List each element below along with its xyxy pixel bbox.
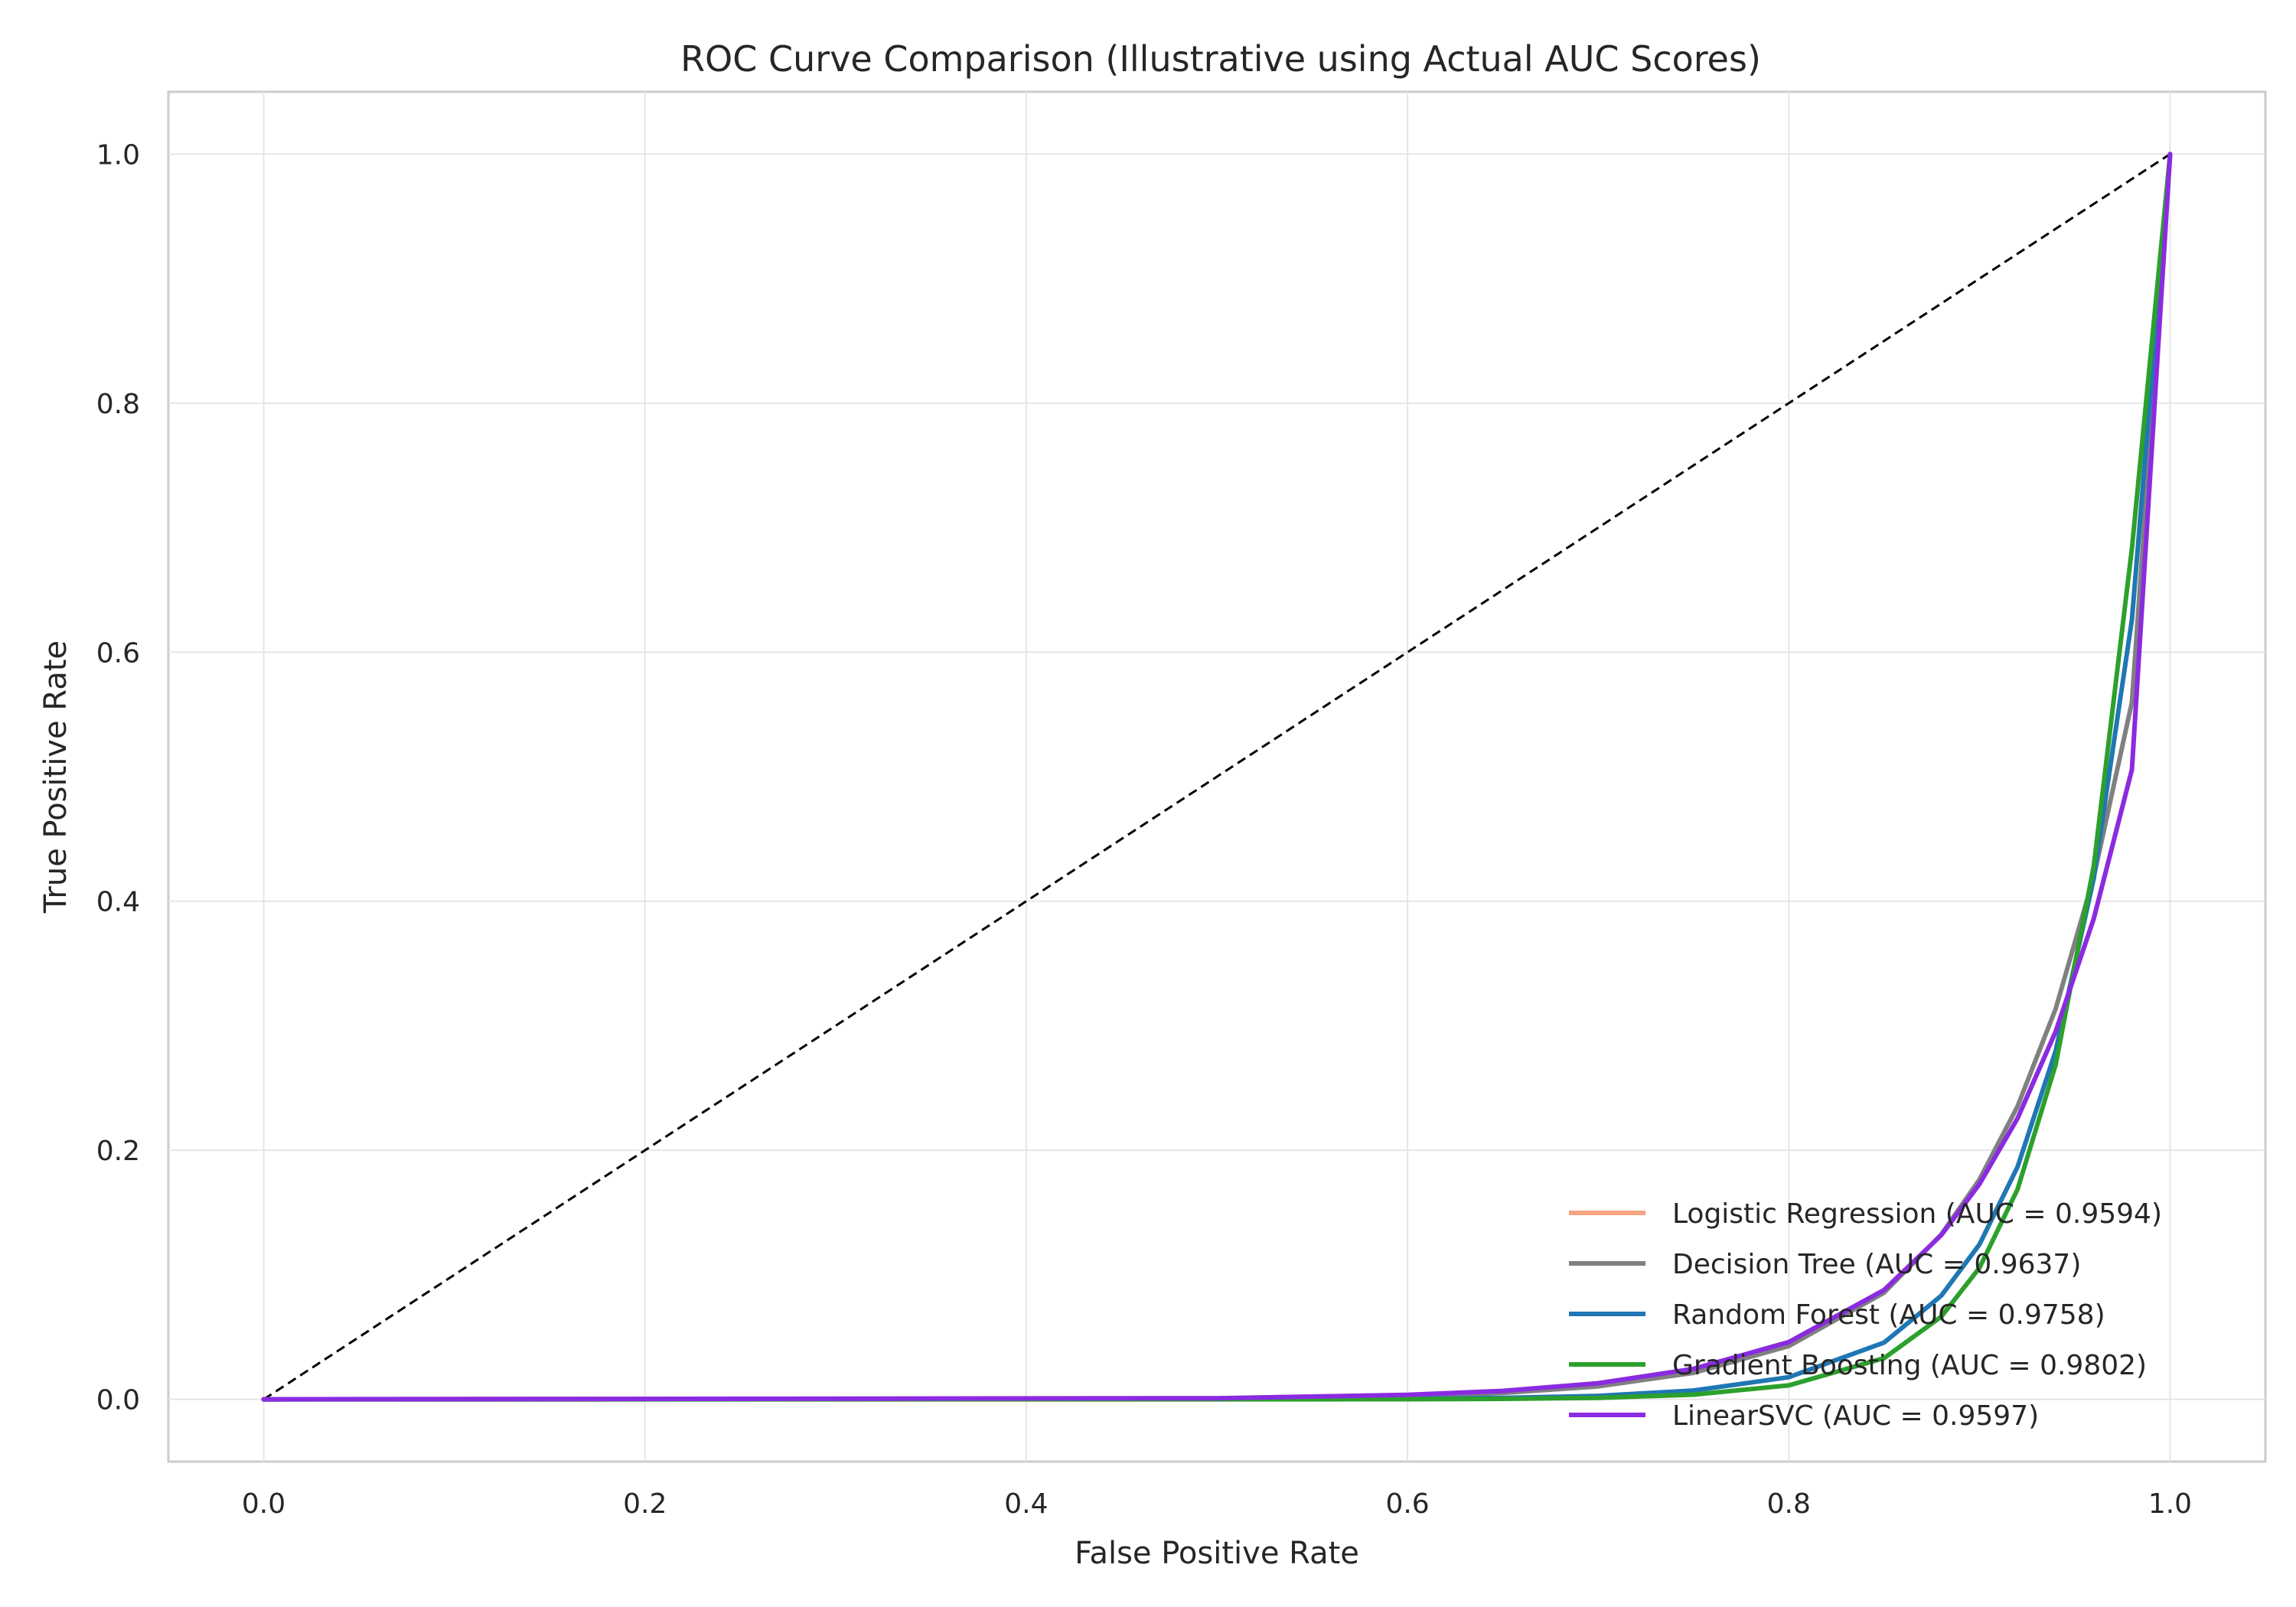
y-tick-label: 0.8: [96, 389, 140, 420]
legend-entry-label: Random Forest (AUC = 0.9758): [1672, 1299, 2105, 1331]
x-tick-label: 0.8: [1767, 1488, 1811, 1520]
y-tick-label: 0.6: [96, 637, 140, 669]
curves: [261, 152, 2173, 1402]
x-tick-label: 0.0: [242, 1488, 285, 1520]
y-axis-label: True Positive Rate: [38, 641, 73, 914]
chart-title: ROC Curve Comparison (Illustrative using…: [680, 38, 1761, 80]
x-tick-label: 1.0: [2148, 1488, 2192, 1520]
legend-entry-label: Gradient Boosting (AUC = 0.9802): [1672, 1350, 2147, 1381]
roc-curve-series-4: [261, 152, 2173, 1402]
y-tick-label: 1.0: [96, 139, 140, 171]
x-tick-label: 0.2: [623, 1488, 667, 1520]
legend-entry-label: LinearSVC (AUC = 0.9597): [1672, 1400, 2039, 1432]
tick-labels: 0.0 0.2 0.4 0.6 0.8 1.0 0.0 0.2 0.4 0.6 0.8 1.0: [96, 139, 2192, 1520]
legend-entry-label: Decision Tree (AUC = 0.9637): [1672, 1249, 2081, 1280]
y-tick-label: 0.0: [96, 1385, 140, 1416]
legend: Logistic Regression (AUC = 0.9594) Decisi…: [1569, 1198, 2162, 1432]
y-tick-label: 0.2: [96, 1136, 140, 1167]
x-tick-label: 0.6: [1385, 1488, 1429, 1520]
x-axis-label: False Positive Rate: [1075, 1536, 1359, 1571]
x-tick-label: 0.4: [1004, 1488, 1048, 1520]
y-tick-label: 0.4: [96, 887, 140, 918]
grid: [168, 92, 2265, 1462]
chance-diagonal-line: [263, 153, 2171, 1400]
legend-entry-label: Logistic Regression (AUC = 0.9594): [1672, 1198, 2162, 1230]
roc-curve-series-5: [261, 152, 2173, 1402]
